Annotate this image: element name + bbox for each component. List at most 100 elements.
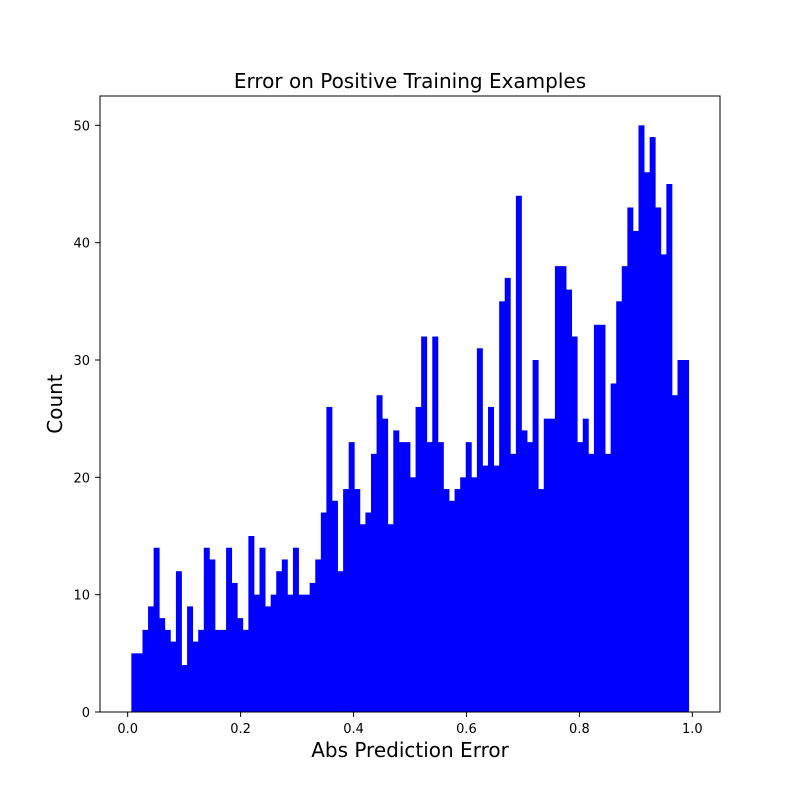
- histogram-bar: [582, 418, 589, 712]
- histogram-bar: [432, 336, 439, 712]
- histogram-bar: [382, 418, 389, 712]
- histogram-bar: [337, 571, 344, 712]
- histogram-bar: [515, 195, 522, 713]
- histogram-bar: [315, 559, 322, 712]
- histogram-bar: [292, 547, 299, 712]
- histogram-bar: [376, 395, 383, 712]
- histogram-bar: [404, 442, 411, 712]
- histogram-bar: [181, 665, 188, 712]
- histogram-bar: [265, 606, 272, 712]
- y-tick-label: 0: [82, 706, 90, 721]
- histogram-bar: [287, 594, 294, 712]
- y-tick-label: 40: [73, 237, 90, 252]
- histogram-bar: [203, 547, 210, 712]
- histogram-bar: [142, 629, 149, 712]
- histogram-bar: [175, 571, 182, 712]
- histogram-bar: [449, 500, 455, 712]
- histogram-bar: [421, 336, 428, 712]
- histogram-bar: [543, 418, 550, 712]
- histogram-bar: [454, 489, 461, 712]
- histogram-bar: [365, 512, 372, 712]
- histogram-bar: [504, 277, 511, 712]
- histogram-bar: [326, 406, 333, 712]
- histogram-bar: [359, 524, 366, 712]
- histogram-bar: [683, 360, 690, 712]
- histogram-bar: [671, 395, 678, 712]
- histogram-bar: [471, 477, 478, 712]
- histogram-bar: [510, 453, 517, 712]
- histogram-bar: [660, 254, 667, 712]
- histogram-bar: [655, 207, 662, 712]
- histogram-bar: [571, 336, 578, 712]
- histogram-bar: [387, 524, 394, 712]
- histogram-bar: [148, 606, 155, 712]
- histogram-bar: [649, 137, 656, 712]
- y-axis-ticks: 0 10 20 30 40 50: [73, 119, 100, 721]
- histogram-bar: [443, 489, 450, 712]
- histogram-bar: [304, 594, 311, 712]
- histogram-bar: [320, 512, 327, 712]
- x-tick-label: 0.6: [456, 722, 477, 737]
- histogram-bar: [476, 348, 483, 712]
- histogram-bar: [187, 606, 194, 712]
- histogram-bar: [370, 453, 377, 712]
- y-axis-label: Count: [43, 374, 67, 434]
- histogram-bar: [270, 594, 277, 712]
- y-tick-label: 50: [73, 119, 90, 134]
- histogram-bar: [214, 629, 221, 712]
- histogram-bar: [170, 641, 177, 712]
- histogram-bar: [415, 406, 422, 712]
- x-axis-ticks: 0.0 0.2 0.4 0.6 0.8 1.0: [117, 712, 703, 737]
- x-tick-label: 0.4: [343, 722, 364, 737]
- histogram-bar: [220, 629, 227, 712]
- histogram-bar: [354, 489, 361, 712]
- histogram-bar: [398, 442, 405, 712]
- histogram-bar: [616, 301, 623, 712]
- histogram-bar: [560, 266, 567, 712]
- histogram-bar: [198, 629, 205, 712]
- histogram-bar: [153, 547, 160, 712]
- histogram-bar: [226, 547, 233, 712]
- histogram-bar: [348, 442, 355, 712]
- histogram-bar: [599, 324, 606, 712]
- histogram-bar: [627, 207, 634, 712]
- y-tick-label: 20: [73, 471, 90, 486]
- histogram-bar: [666, 184, 673, 712]
- histogram-bar: [393, 430, 400, 712]
- histogram-bar: [159, 618, 166, 712]
- histogram-bar: [331, 500, 338, 712]
- chart-title: Error on Positive Training Examples: [234, 69, 586, 93]
- histogram-bars: [131, 125, 690, 713]
- histogram-bar: [482, 465, 489, 712]
- histogram-bar: [248, 536, 255, 712]
- histogram-bar: [538, 489, 545, 712]
- histogram-bar: [677, 360, 684, 712]
- histogram-bar: [593, 324, 600, 712]
- histogram-bar: [521, 430, 528, 712]
- histogram-bar: [276, 571, 283, 712]
- histogram-bar: [209, 559, 216, 712]
- histogram-bar: [465, 442, 472, 712]
- y-tick-label: 10: [73, 589, 90, 604]
- histogram-bar: [231, 582, 238, 712]
- y-tick-label: 30: [73, 354, 90, 369]
- histogram-bar: [410, 477, 416, 712]
- histogram-bar: [281, 559, 288, 712]
- histogram-bar: [437, 442, 444, 712]
- histogram-bar: [554, 266, 561, 712]
- x-tick-label: 1.0: [682, 722, 703, 737]
- histogram-bar: [253, 594, 260, 712]
- histogram-bar: [532, 360, 539, 712]
- histogram-bar: [577, 442, 584, 712]
- histogram-bar: [460, 477, 467, 712]
- x-axis-label: Abs Prediction Error: [311, 738, 509, 762]
- histogram-bar: [588, 453, 595, 712]
- histogram-bar: [298, 594, 305, 712]
- histogram-bar: [426, 442, 433, 712]
- histogram-bar: [237, 618, 244, 712]
- x-tick-label: 0.8: [569, 722, 590, 737]
- plot-frame: [99, 95, 721, 713]
- histogram-bar: [527, 442, 534, 712]
- x-tick-label: 0.2: [230, 722, 251, 737]
